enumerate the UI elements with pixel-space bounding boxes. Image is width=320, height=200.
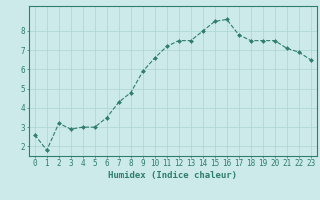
X-axis label: Humidex (Indice chaleur): Humidex (Indice chaleur) — [108, 171, 237, 180]
